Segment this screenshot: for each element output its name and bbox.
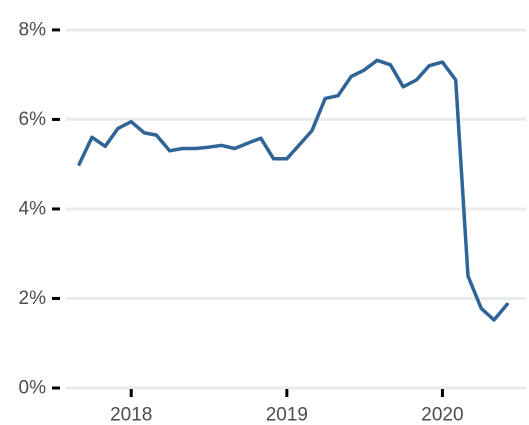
data-point (206, 145, 210, 149)
data-point (259, 136, 263, 140)
data-point (116, 126, 120, 130)
data-point (154, 133, 158, 137)
data-point (414, 78, 418, 82)
y-tick-label: 4% (19, 198, 47, 219)
data-point (466, 274, 470, 278)
x-tick-label: 2018 (110, 405, 152, 425)
series-line (77, 58, 509, 322)
x-tick-label: 2019 (266, 405, 308, 425)
data-point (180, 147, 184, 151)
data-point (388, 63, 392, 67)
y-tick-label: 0% (19, 378, 47, 399)
data-point (103, 144, 107, 148)
data-point (129, 120, 133, 124)
y-tick-label: 2% (19, 288, 47, 309)
data-point (285, 157, 289, 161)
data-point (362, 68, 366, 72)
data-point (375, 58, 379, 62)
series (77, 58, 509, 322)
data-point (479, 306, 483, 310)
data-point (401, 85, 405, 89)
data-point (492, 318, 496, 322)
data-point (220, 143, 224, 147)
data-point (323, 96, 327, 100)
y-tick-label: 6% (19, 109, 47, 130)
data-point (298, 142, 302, 146)
data-point (90, 135, 94, 139)
grid (66, 28, 526, 390)
axes: 0% 2% 4% 6% 8% 2018 2019 2020 (19, 19, 464, 425)
data-point (194, 147, 198, 151)
data-point (168, 149, 172, 153)
data-point (272, 157, 276, 161)
data-point (310, 129, 314, 133)
data-point (349, 74, 353, 78)
data-point (233, 147, 237, 151)
data-point (77, 162, 81, 166)
data-point (505, 302, 509, 306)
data-point (454, 78, 458, 82)
data-point (440, 60, 444, 64)
data-point (336, 94, 340, 98)
data-point (142, 131, 146, 135)
y-tick-label: 8% (19, 19, 47, 40)
x-tick-label: 2020 (421, 405, 463, 425)
data-point (246, 141, 250, 145)
data-point (427, 64, 431, 68)
